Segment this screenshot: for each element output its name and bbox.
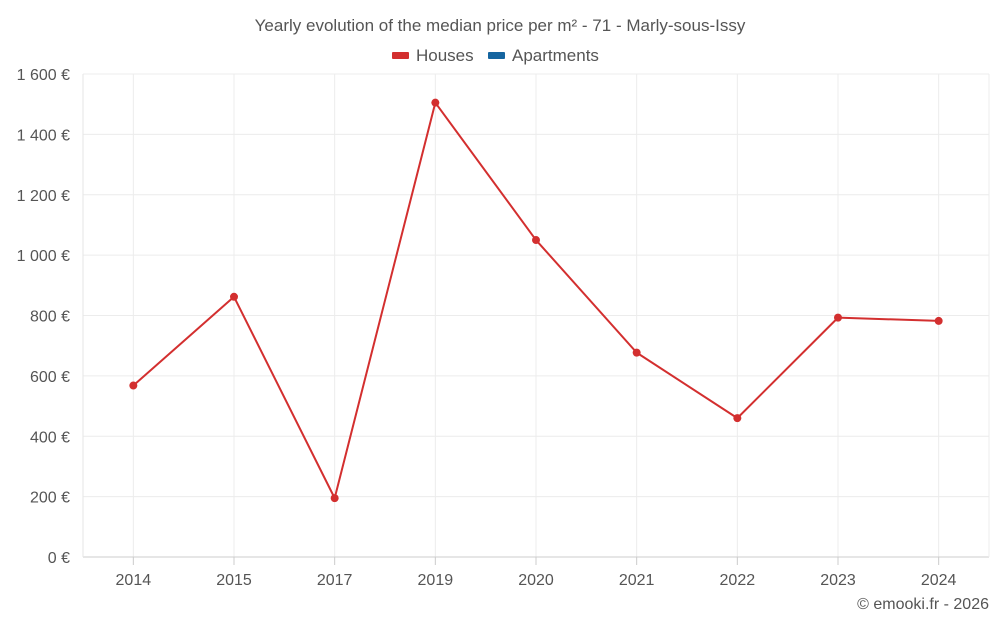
legend-item-houses[interactable]: Houses xyxy=(392,46,474,65)
legend-swatch-apartments xyxy=(488,52,505,59)
y-tick-label: 1 600 € xyxy=(17,67,70,84)
x-tick-label: 2020 xyxy=(518,572,554,589)
legend-label-apartments: Apartments xyxy=(512,46,599,65)
x-tick-label: 2019 xyxy=(418,572,454,589)
y-tick-label: 1 400 € xyxy=(17,127,70,144)
legend-item-apartments[interactable]: Apartments xyxy=(488,46,599,65)
y-tick-label: 0 € xyxy=(48,550,70,567)
legend: Houses Apartments xyxy=(392,46,599,65)
x-tick-label: 2024 xyxy=(921,572,957,589)
grid xyxy=(83,73,989,557)
legend-label-houses: Houses xyxy=(416,46,474,65)
data-point-houses[interactable] xyxy=(230,292,238,301)
x-tick-label: 2017 xyxy=(317,572,353,589)
y-tick-label: 800 € xyxy=(30,309,70,326)
x-tick-label: 2014 xyxy=(116,572,152,589)
y-tick-label: 400 € xyxy=(30,429,70,446)
y-tick-label: 200 € xyxy=(30,490,70,507)
series-layer xyxy=(129,98,943,503)
data-point-houses[interactable] xyxy=(632,348,641,357)
legend-swatch-houses xyxy=(392,52,409,59)
data-point-houses[interactable] xyxy=(330,494,339,503)
y-tick-label: 600 € xyxy=(30,369,70,386)
y-tick-label: 1 200 € xyxy=(17,188,70,205)
x-tick-label: 2022 xyxy=(720,572,756,589)
data-point-houses[interactable] xyxy=(934,316,943,325)
data-point-houses[interactable] xyxy=(431,98,440,107)
chart-title: Yearly evolution of the median price per… xyxy=(255,16,746,35)
x-tick-label: 2015 xyxy=(216,572,252,589)
data-point-houses[interactable] xyxy=(532,236,540,245)
credit-text: © emooki.fr - 2026 xyxy=(857,596,989,613)
data-point-houses[interactable] xyxy=(834,313,842,322)
y-tick-label: 1 000 € xyxy=(17,248,70,265)
axes: 0 € 200 € 400 € 600 € 800 € 1 000 € 1 200 € 1 4… xyxy=(17,67,990,589)
x-tick-label: 2021 xyxy=(619,572,655,589)
x-tick-label: 2023 xyxy=(820,572,856,589)
data-point-houses[interactable] xyxy=(129,381,138,390)
data-point-houses[interactable] xyxy=(733,414,742,423)
